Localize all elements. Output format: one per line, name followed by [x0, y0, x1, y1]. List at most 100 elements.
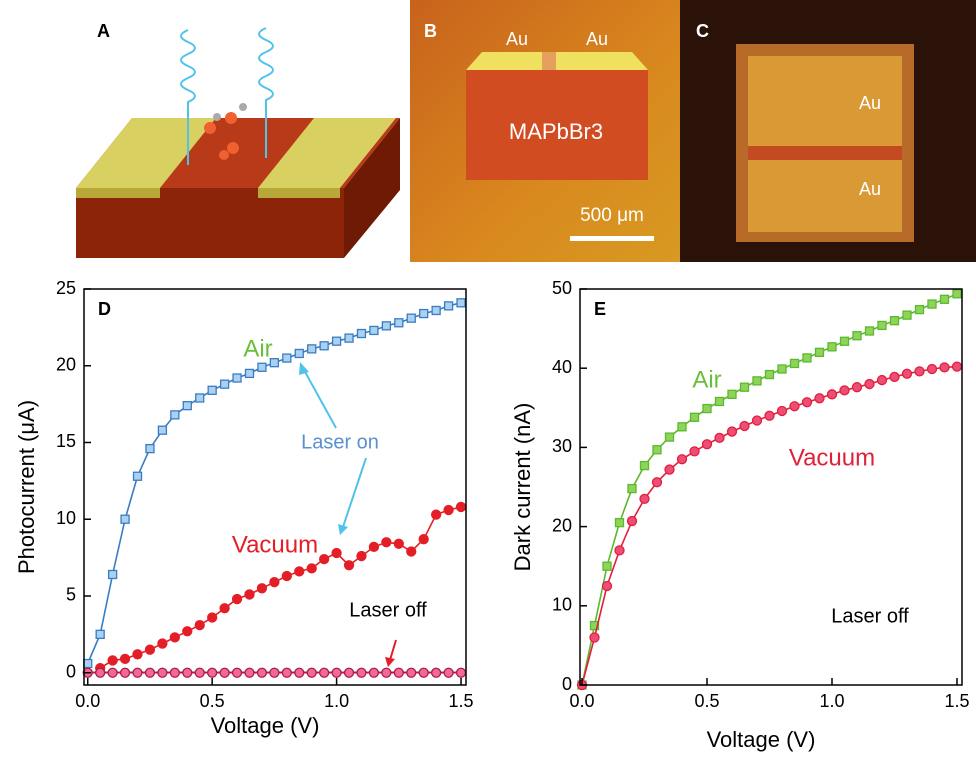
series-label: Air	[692, 366, 721, 393]
marker	[282, 668, 291, 677]
marker	[615, 546, 624, 555]
marker	[121, 668, 130, 677]
marker	[307, 564, 316, 573]
y-tick-label: 40	[552, 357, 572, 377]
annotation: Laser on	[301, 431, 379, 453]
marker	[357, 330, 365, 338]
marker	[270, 578, 279, 587]
y-tick-label: 5	[66, 585, 76, 605]
label: MAPbBr3	[509, 119, 603, 144]
panel-label: A	[97, 21, 110, 41]
marker	[108, 656, 117, 665]
marker	[616, 519, 624, 527]
marker	[109, 570, 117, 578]
marker	[195, 668, 204, 677]
marker	[96, 630, 104, 638]
marker	[220, 668, 229, 677]
y-axis-label: Dark current (nA)	[510, 403, 535, 572]
marker	[803, 354, 811, 362]
marker	[221, 380, 229, 388]
marker	[628, 517, 637, 526]
marker	[803, 398, 812, 407]
marker	[628, 485, 636, 493]
marker	[778, 365, 786, 373]
marker	[133, 650, 142, 659]
marker	[653, 478, 662, 487]
marker	[382, 538, 391, 547]
y-tick-label: 20	[56, 354, 76, 374]
marker	[828, 390, 837, 399]
x-tick-label: 0.5	[200, 691, 225, 711]
marker	[233, 374, 241, 382]
marker	[828, 343, 836, 351]
marker	[603, 582, 612, 591]
marker	[370, 326, 378, 334]
marker	[853, 383, 862, 392]
marker	[258, 363, 266, 371]
marker	[891, 317, 899, 325]
marker	[815, 394, 824, 403]
marker	[445, 302, 453, 310]
marker	[666, 433, 674, 441]
marker	[245, 590, 254, 599]
panel-label: D	[98, 299, 111, 319]
marker	[890, 372, 899, 381]
marker	[170, 633, 179, 642]
marker	[133, 668, 142, 677]
marker	[878, 376, 887, 385]
marker	[457, 502, 466, 511]
marker	[170, 668, 179, 677]
marker	[146, 445, 154, 453]
x-axis-label: Voltage (V)	[707, 727, 816, 752]
marker	[394, 539, 403, 548]
marker	[444, 506, 453, 515]
arrow-head	[299, 362, 309, 375]
marker	[282, 572, 291, 581]
marker	[295, 668, 304, 677]
marker	[295, 567, 304, 576]
panel-a: A	[76, 21, 400, 258]
marker	[108, 668, 117, 677]
y-tick-label: 10	[56, 508, 76, 528]
marker	[853, 332, 861, 340]
marker	[728, 390, 736, 398]
series-label: Vacuum	[232, 531, 318, 558]
marker	[432, 306, 440, 314]
marker	[940, 363, 949, 372]
marker	[916, 306, 924, 314]
marker	[703, 405, 711, 413]
marker	[345, 334, 353, 342]
y-tick-label: 0	[66, 661, 76, 681]
marker	[903, 311, 911, 319]
marker	[257, 584, 266, 593]
marker	[257, 668, 266, 677]
x-axis-label: Voltage (V)	[211, 713, 320, 738]
marker	[357, 552, 366, 561]
plot-frame	[84, 289, 466, 685]
marker	[728, 427, 737, 436]
marker	[778, 406, 787, 415]
label: Au	[859, 93, 881, 113]
x-tick-label: 1.5	[944, 691, 969, 711]
marker	[903, 369, 912, 378]
marker	[357, 668, 366, 677]
marker	[96, 668, 105, 677]
marker	[196, 394, 204, 402]
panel-label: C	[696, 21, 709, 41]
marker	[691, 413, 699, 421]
x-tick-label: 1.5	[449, 691, 474, 711]
marker	[369, 542, 378, 551]
y-tick-label: 20	[552, 515, 572, 535]
annotation: Laser off	[349, 599, 427, 621]
label: Au	[586, 29, 608, 49]
marker	[953, 362, 962, 371]
marker	[295, 349, 303, 357]
marker	[208, 386, 216, 394]
marker	[928, 364, 937, 373]
marker	[703, 440, 712, 449]
marker	[320, 555, 329, 564]
marker	[716, 397, 724, 405]
marker	[134, 472, 142, 480]
marker	[941, 295, 949, 303]
marker	[332, 668, 341, 677]
